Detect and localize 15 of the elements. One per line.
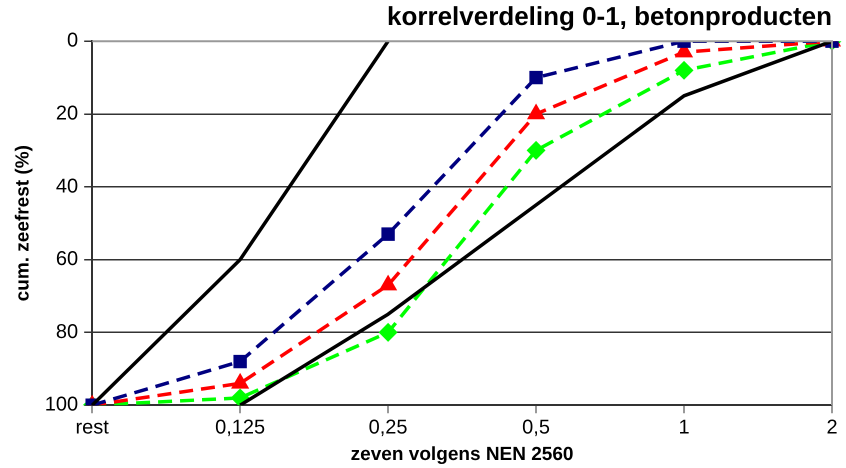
chart-title: korrelverdeling 0-1, betonproducten [387,0,832,31]
y-tick-label: 20 [56,102,78,125]
y-tick-label: 60 [56,248,78,270]
y-tick-label: 0 [67,30,78,52]
x-tick-label: 0,125 [215,416,266,439]
x-axis-title: zeven volgens NEN 2560 [350,444,574,465]
x-tick-label: 2 [826,416,838,439]
x-tick-label: 0,25 [368,416,408,439]
x-tick-label: 1 [678,416,690,439]
x-tick-label: rest [75,416,110,439]
y-tick-label: 80 [56,320,78,343]
y-tick-label: 100 [44,394,78,416]
y-tick-label: 40 [56,175,78,198]
x-tick-label: 0,5 [522,416,550,439]
y-axis-title: cum. zeefrest (%) [12,145,34,302]
